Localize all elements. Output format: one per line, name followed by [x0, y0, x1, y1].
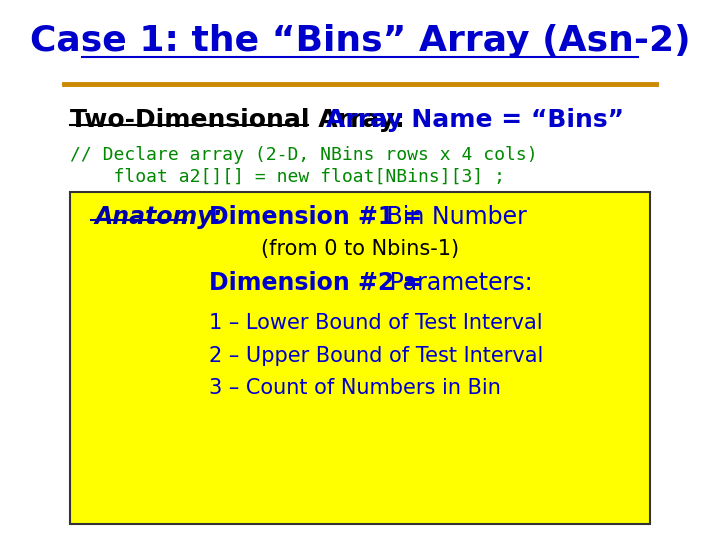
FancyBboxPatch shape — [70, 192, 650, 524]
Text: Array Name = “Bins”: Array Name = “Bins” — [326, 108, 624, 132]
Text: Bin Number: Bin Number — [379, 205, 526, 229]
Text: Dimension #2 =: Dimension #2 = — [209, 271, 422, 295]
Text: Dimension #1 =: Dimension #1 = — [209, 205, 422, 229]
Text: // Declare array (2-D, NBins rows x 4 cols): // Declare array (2-D, NBins rows x 4 co… — [70, 146, 537, 164]
Text: Parameters:: Parameters: — [382, 271, 532, 295]
Text: 2 – Upper Bound of Test Interval: 2 – Upper Bound of Test Interval — [209, 346, 543, 366]
Text: 3 – Count of Numbers in Bin: 3 – Count of Numbers in Bin — [209, 378, 500, 398]
Text: 1 – Lower Bound of Test Interval: 1 – Lower Bound of Test Interval — [209, 313, 542, 333]
Text: Two-Dimensional Array:: Two-Dimensional Array: — [70, 108, 405, 132]
Text: float a2[][] = new float[NBins][3] ;: float a2[][] = new float[NBins][3] ; — [70, 167, 505, 185]
Text: Anatomy:: Anatomy: — [94, 205, 222, 229]
Text: (from 0 to Nbins-1): (from 0 to Nbins-1) — [261, 239, 459, 259]
Text: Case 1: the “Bins” Array (Asn-2): Case 1: the “Bins” Array (Asn-2) — [30, 24, 690, 58]
